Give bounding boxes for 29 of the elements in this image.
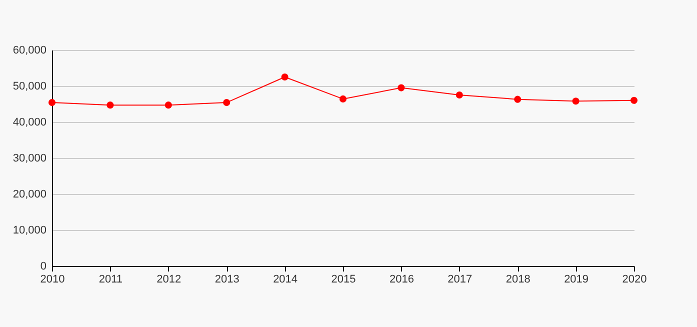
x-tick-label: 2015 <box>331 274 356 286</box>
x-tick-label: 2013 <box>214 274 240 286</box>
point <box>48 99 56 106</box>
y-tick-label: 60,000 <box>12 44 46 56</box>
point <box>281 73 288 81</box>
x-tick-label: 2014 <box>273 274 298 286</box>
point <box>339 95 347 102</box>
y-tick-label: 50,000 <box>12 80 46 92</box>
y-tick-label: 10,000 <box>12 224 46 236</box>
point <box>223 99 230 106</box>
point <box>164 102 172 109</box>
x-tick-label: 2019 <box>564 274 589 286</box>
x-tick-label: 2017 <box>448 274 472 286</box>
point <box>572 98 580 105</box>
x-tick-label: 2012 <box>156 274 182 286</box>
x-tick-label: 2011 <box>98 274 123 286</box>
point <box>398 84 405 92</box>
point <box>630 96 638 104</box>
y-tick-label: 20,000 <box>12 188 46 200</box>
point <box>106 102 114 109</box>
y-tick-label: 0 <box>40 260 46 272</box>
y-tick-label: 30,000 <box>12 152 46 164</box>
y-tick-label: 40,000 <box>12 116 46 128</box>
point <box>514 96 522 103</box>
x-tick-label: 2010 <box>40 274 65 286</box>
point <box>456 91 463 99</box>
x-tick-label: 2018 <box>506 274 530 286</box>
x-tick-label: 2016 <box>389 274 414 286</box>
x-tick-label: 2020 <box>622 274 647 286</box>
